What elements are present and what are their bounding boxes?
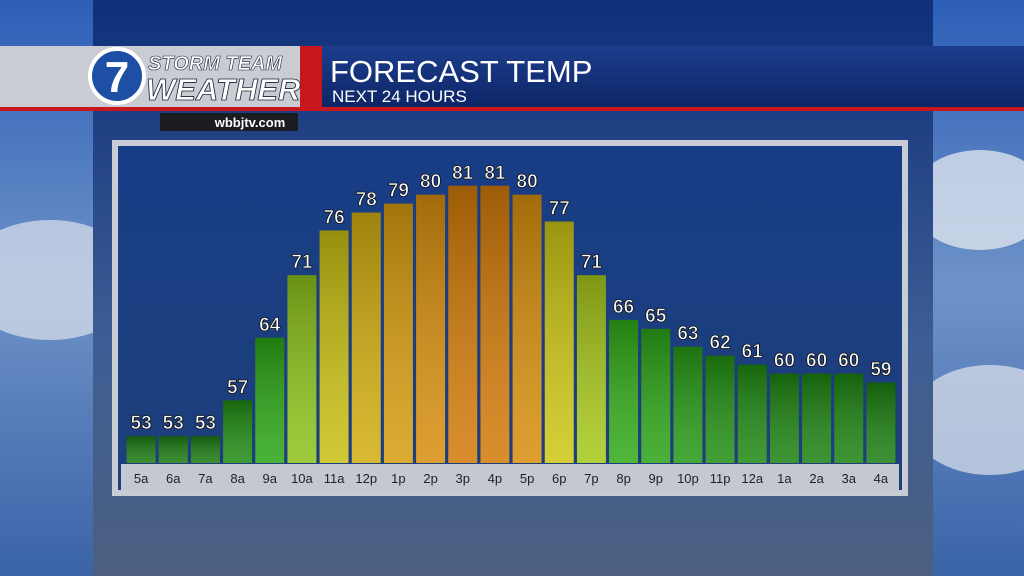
x-tick-label: 7p bbox=[584, 471, 598, 486]
value-label: 65 bbox=[645, 306, 667, 327]
x-tick-label: 3a bbox=[842, 471, 857, 486]
bar-shade bbox=[705, 355, 735, 463]
cloud bbox=[910, 365, 1024, 475]
value-label: 57 bbox=[227, 377, 248, 398]
bar-shade bbox=[641, 328, 671, 463]
bar-shade bbox=[480, 185, 510, 463]
bar-shade bbox=[416, 194, 446, 463]
bar-shade bbox=[866, 382, 896, 463]
brand-box bbox=[0, 46, 300, 108]
x-tick-label: 6p bbox=[552, 471, 566, 486]
value-label: 78 bbox=[356, 190, 377, 211]
bar-shade bbox=[383, 203, 413, 463]
value-label: 60 bbox=[838, 351, 859, 372]
x-tick-label: 2p bbox=[423, 471, 437, 486]
value-label: 80 bbox=[517, 172, 538, 193]
x-tick-label: 1a bbox=[777, 471, 792, 486]
x-tick-label: 4a bbox=[874, 471, 889, 486]
bar-shade bbox=[673, 346, 703, 463]
value-label: 64 bbox=[259, 315, 281, 336]
value-label: 77 bbox=[549, 199, 570, 220]
value-label: 81 bbox=[484, 163, 506, 184]
bar-shade bbox=[834, 373, 864, 463]
x-tick-label: 9p bbox=[649, 471, 663, 486]
x-tick-label: 4p bbox=[488, 471, 502, 486]
bar-shade bbox=[255, 337, 285, 463]
site: wbbjtv.com bbox=[214, 115, 286, 130]
x-tick-label: 6a bbox=[166, 471, 181, 486]
value-label: 62 bbox=[710, 333, 731, 354]
chart-title: FORECAST TEMP bbox=[330, 54, 592, 89]
bar-shade bbox=[448, 185, 478, 463]
bar-shade bbox=[737, 364, 767, 463]
x-tick-label: 8a bbox=[230, 471, 245, 486]
x-tick-label: 2a bbox=[809, 471, 824, 486]
value-label: 53 bbox=[163, 413, 184, 434]
bar-shade bbox=[223, 400, 253, 463]
value-label: 63 bbox=[677, 324, 698, 345]
cloud bbox=[910, 150, 1024, 250]
x-tick-label: 5p bbox=[520, 471, 534, 486]
site-box bbox=[160, 113, 298, 131]
value-label: 71 bbox=[581, 252, 603, 273]
x-tick-label: 12p bbox=[355, 471, 377, 486]
bar-shade bbox=[609, 319, 639, 463]
value-label: 61 bbox=[742, 342, 764, 363]
brand-line1: STORM TEAM bbox=[148, 53, 283, 75]
bar-shade bbox=[287, 275, 317, 463]
header-divider bbox=[300, 46, 322, 108]
x-tick-label: 12a bbox=[741, 471, 763, 486]
value-label: 60 bbox=[806, 351, 827, 372]
bar-shade bbox=[512, 194, 542, 463]
x-tick-label: 8p bbox=[616, 471, 630, 486]
label-strip bbox=[121, 464, 899, 490]
brand-line2: WEATHER bbox=[146, 72, 301, 107]
logo-number: 7 bbox=[105, 53, 129, 102]
value-label: 53 bbox=[195, 413, 216, 434]
header-stripe bbox=[0, 107, 1024, 111]
bar-shade bbox=[802, 373, 832, 463]
value-label: 76 bbox=[324, 207, 345, 228]
bar-shade bbox=[126, 436, 156, 463]
bar-shade bbox=[769, 373, 799, 463]
value-label: 79 bbox=[388, 181, 409, 202]
bar-shade bbox=[158, 436, 188, 463]
value-label: 59 bbox=[870, 360, 891, 381]
value-label: 60 bbox=[774, 351, 795, 372]
value-label: 81 bbox=[452, 163, 474, 184]
chart-subtitle: NEXT 24 HOURS bbox=[332, 87, 467, 106]
x-tick-label: 11a bbox=[324, 471, 345, 486]
logo bbox=[88, 47, 146, 105]
x-tick-label: 3p bbox=[456, 471, 470, 486]
bar-shade bbox=[544, 221, 574, 463]
x-tick-label: 11p bbox=[710, 471, 731, 486]
bar-shade bbox=[351, 212, 381, 463]
bar-shade bbox=[319, 230, 349, 463]
x-tick-label: 7a bbox=[198, 471, 213, 486]
x-tick-label: 9a bbox=[263, 471, 278, 486]
value-label: 71 bbox=[291, 252, 313, 273]
x-tick-label: 10a bbox=[291, 471, 313, 486]
value-label: 80 bbox=[420, 172, 441, 193]
x-tick-label: 10p bbox=[677, 471, 699, 486]
x-tick-label: 5a bbox=[134, 471, 149, 486]
value-label: 53 bbox=[131, 413, 152, 434]
bar-shade bbox=[576, 275, 606, 463]
bar-shade bbox=[190, 436, 220, 463]
value-label: 66 bbox=[613, 297, 634, 318]
x-tick-label: 1p bbox=[391, 471, 405, 486]
